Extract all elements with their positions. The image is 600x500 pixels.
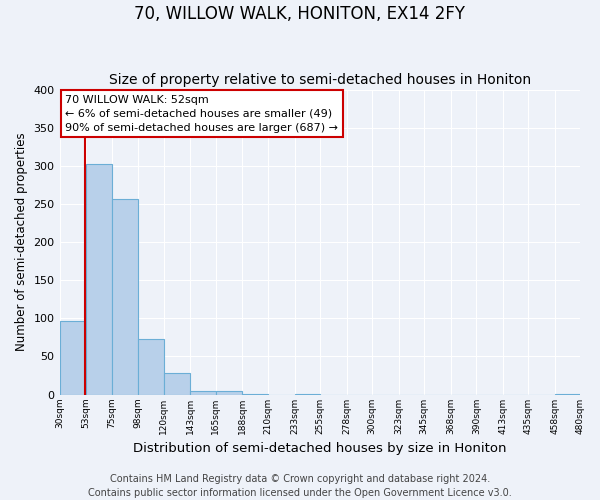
Bar [216,390,242,394]
Text: 70 WILLOW WALK: 52sqm
← 6% of semi-detached houses are smaller (49)
90% of semi-: 70 WILLOW WALK: 52sqm ← 6% of semi-detac… [65,95,338,133]
Bar [164,373,190,394]
X-axis label: Distribution of semi-detached houses by size in Honiton: Distribution of semi-detached houses by … [133,442,507,455]
Bar [190,390,216,394]
Bar [86,164,112,394]
Bar [138,339,164,394]
Bar [112,200,138,394]
Text: Contains HM Land Registry data © Crown copyright and database right 2024.
Contai: Contains HM Land Registry data © Crown c… [88,474,512,498]
Y-axis label: Number of semi-detached properties: Number of semi-detached properties [15,132,28,352]
Bar [59,320,86,394]
Text: 70, WILLOW WALK, HONITON, EX14 2FY: 70, WILLOW WALK, HONITON, EX14 2FY [134,5,466,23]
Title: Size of property relative to semi-detached houses in Honiton: Size of property relative to semi-detach… [109,73,531,87]
